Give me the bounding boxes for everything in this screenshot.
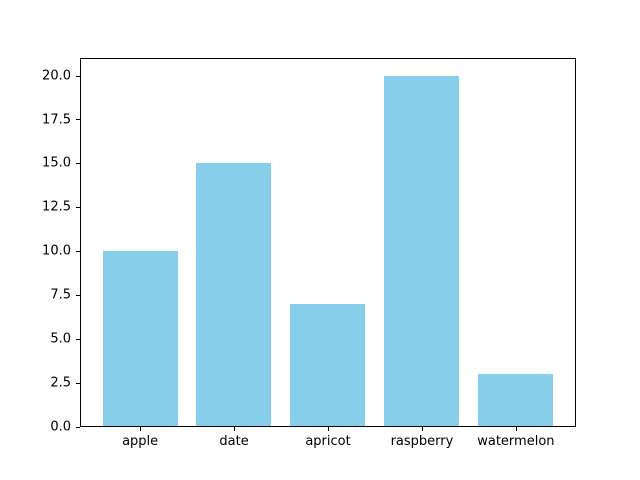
bar-date xyxy=(196,163,271,426)
x-tick-label: watermelon xyxy=(477,434,555,449)
y-tick-label: 0.0 xyxy=(50,419,71,435)
y-tick-mark xyxy=(76,119,80,120)
x-tick-mark xyxy=(140,427,141,431)
y-tick-mark xyxy=(76,383,80,384)
y-tick-mark xyxy=(76,427,80,428)
x-tick-label: raspberry xyxy=(390,434,454,449)
y-tick-label: 20.0 xyxy=(42,68,71,84)
y-tick-label: 2.5 xyxy=(50,375,71,391)
bar-apricot xyxy=(290,304,365,426)
x-tick-mark xyxy=(234,427,235,431)
x-tick-label: date xyxy=(219,434,249,449)
x-tick-label: apple xyxy=(122,434,159,449)
x-tick-mark xyxy=(328,427,329,431)
y-tick-mark xyxy=(76,295,80,296)
y-tick-mark xyxy=(76,76,80,77)
y-tick-mark xyxy=(76,163,80,164)
x-tick-mark xyxy=(516,427,517,431)
y-tick-label: 10.0 xyxy=(42,243,71,259)
y-tick-mark xyxy=(76,251,80,252)
y-tick-label: 15.0 xyxy=(42,155,71,171)
x-tick-label: apricot xyxy=(305,434,351,449)
y-tick-label: 7.5 xyxy=(50,287,71,303)
bar-raspberry xyxy=(384,76,459,426)
y-tick-label: 12.5 xyxy=(42,199,71,215)
bar-apple xyxy=(103,251,178,426)
x-tick-mark xyxy=(422,427,423,431)
y-tick-mark xyxy=(76,339,80,340)
y-tick-label: 5.0 xyxy=(50,331,71,347)
y-tick-label: 17.5 xyxy=(42,112,71,127)
y-tick-mark xyxy=(76,207,80,208)
bar-watermelon xyxy=(478,374,553,426)
